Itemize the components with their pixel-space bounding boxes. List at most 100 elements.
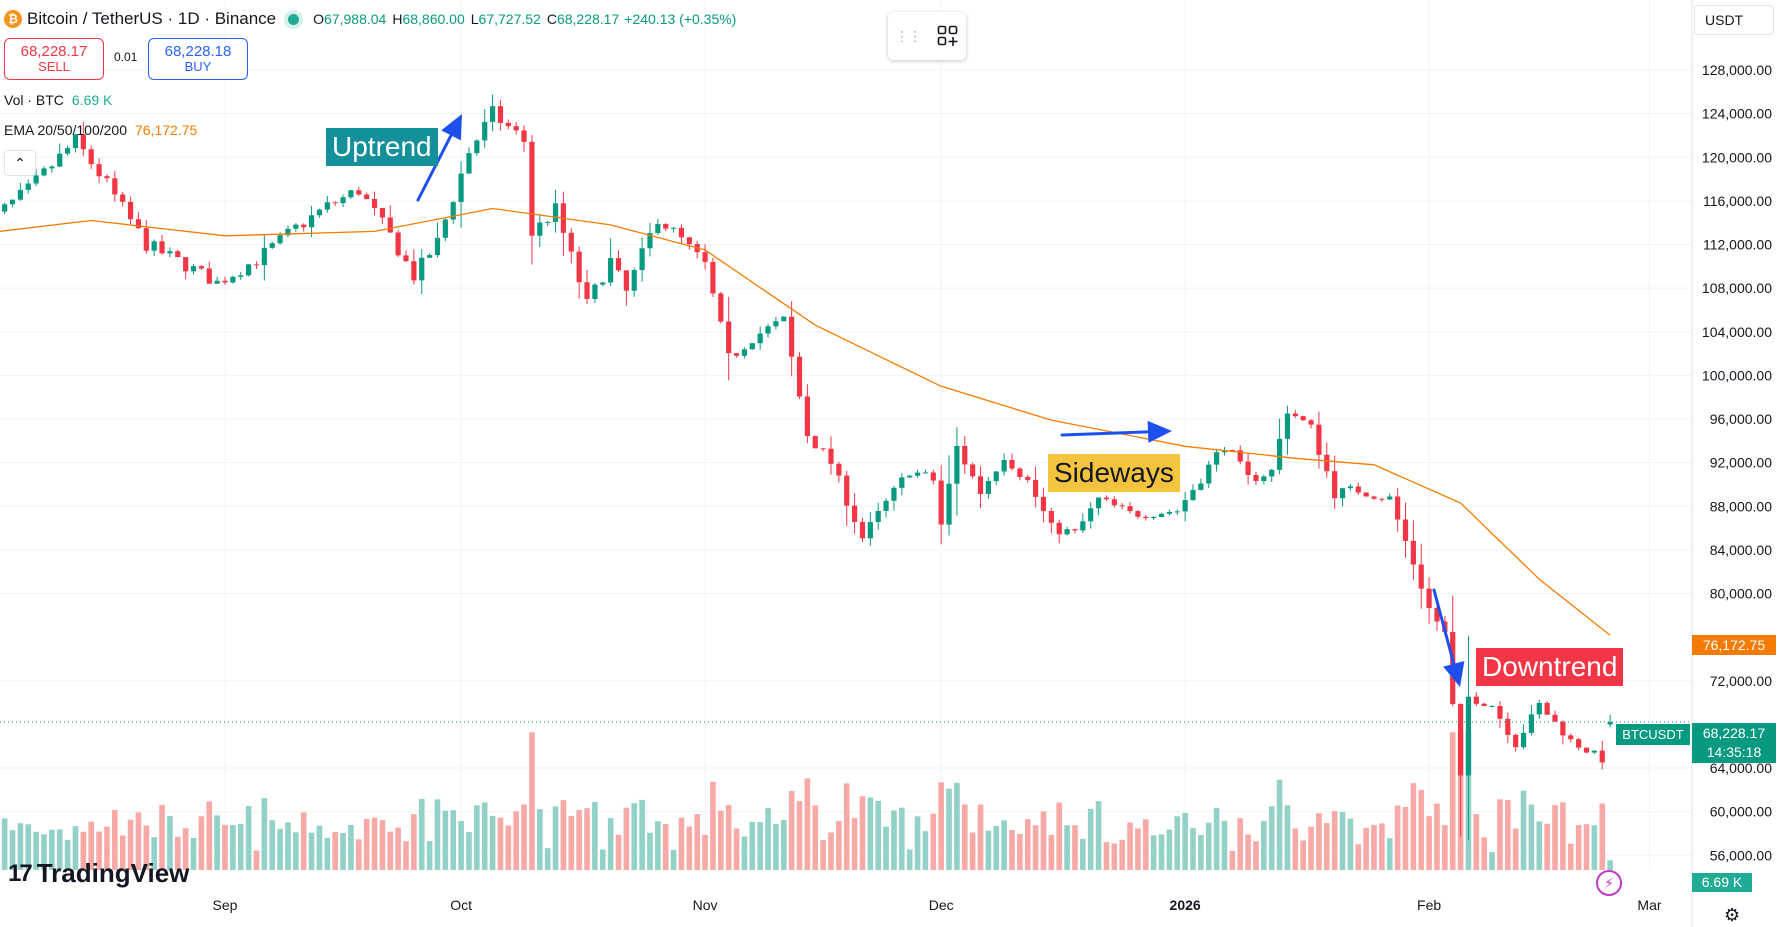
volume-bar	[1583, 824, 1590, 870]
volume-bar	[1135, 828, 1141, 870]
volume-bar	[1268, 806, 1275, 870]
candle-body	[1253, 475, 1259, 482]
volume-bar	[529, 732, 535, 870]
candle-body	[552, 203, 559, 222]
volume-bar	[938, 782, 944, 870]
candle-body	[1497, 705, 1503, 719]
symbol-title[interactable]: Bitcoin / TetherUS · 1D · Binance	[27, 9, 277, 28]
settings-gear-icon[interactable]: ⚙	[1724, 905, 1741, 925]
volume-bar	[151, 837, 157, 870]
candle-body	[600, 282, 606, 285]
candle-body	[1583, 747, 1590, 753]
price-tick-label: 120,000.00	[1702, 149, 1772, 165]
ohlc-close: C 68,228.17 +240.13 (+0.35%)	[546, 11, 737, 27]
ohlc-close-value: 68,228.17	[556, 11, 620, 27]
volume-bar	[1237, 818, 1244, 870]
volume-legend[interactable]: Vol · BTC 6.69 K	[4, 92, 112, 108]
candle-body	[726, 321, 732, 354]
currency-select[interactable]: USDT	[1694, 5, 1774, 35]
volume-bar	[1198, 835, 1204, 870]
candle-body	[1190, 489, 1196, 501]
volume-bar	[174, 836, 181, 870]
candle-body	[482, 121, 488, 141]
candlesticks	[2, 94, 1613, 841]
volume-bar	[127, 819, 134, 870]
floating-toolbar[interactable]: ⋮⋮	[888, 12, 966, 60]
volume-bar	[1009, 829, 1015, 870]
ema-legend[interactable]: EMA 20/50/100/200 76,172.75	[4, 122, 197, 138]
ohlc-open-value: 67,988.04	[324, 11, 387, 27]
volume-bar	[324, 837, 331, 870]
volume-bar	[403, 841, 409, 870]
candle-body	[670, 227, 677, 229]
candle-body	[395, 232, 401, 256]
price-tick-label: 100,000.00	[1702, 367, 1772, 383]
candle-body	[1245, 461, 1251, 476]
candle-body	[497, 106, 504, 123]
candle-body	[1292, 413, 1298, 417]
price-tick-label: 112,000.00	[1703, 237, 1772, 253]
volume-bar	[985, 830, 992, 870]
candle-body	[639, 248, 645, 271]
volume-bar	[261, 798, 268, 870]
grip-icon[interactable]: ⋮⋮	[895, 27, 922, 44]
uptrend-label[interactable]: Uptrend	[326, 128, 438, 166]
price-tick-label: 56,000.00	[1710, 847, 1772, 863]
volume-bar	[710, 781, 716, 870]
lightning-icon[interactable]: ⚡	[1596, 870, 1622, 896]
volume-bar	[379, 820, 386, 870]
volume-bar	[411, 814, 417, 870]
grid-plus-icon[interactable]	[937, 25, 959, 47]
volume-bar	[1182, 812, 1188, 870]
tradingview-logo[interactable]: 17 TradingView	[8, 858, 189, 889]
volume-bar	[662, 824, 669, 870]
candle-body	[80, 134, 86, 150]
candle-body	[836, 463, 842, 476]
volume-bar	[1560, 802, 1566, 870]
volume-bar	[253, 850, 260, 870]
volume-bar	[1442, 825, 1448, 870]
candle-body	[1316, 424, 1322, 455]
volume-bar	[96, 831, 102, 870]
downtrend-label[interactable]: Downtrend	[1476, 648, 1624, 686]
volume-bar	[1402, 807, 1409, 870]
candle-body	[812, 436, 818, 449]
candle-body	[1395, 496, 1401, 520]
arrow-shaft	[1060, 430, 1150, 437]
sell-label: SELL	[38, 59, 70, 75]
arrow-shaft	[416, 133, 453, 202]
volume-bar	[584, 808, 590, 870]
candle-body	[1064, 529, 1070, 535]
volume-bar	[623, 807, 630, 870]
price-tick-label: 92,000.00	[1710, 455, 1772, 471]
last-price-tag: 68,228.17 14:35:18	[1692, 723, 1776, 763]
candle-body	[1111, 499, 1117, 506]
candle-body	[1080, 521, 1086, 531]
candle-body	[230, 276, 236, 283]
candle-body	[65, 148, 71, 154]
volume-bar	[1308, 826, 1314, 870]
volume-bar	[190, 837, 197, 870]
candle-body	[1402, 519, 1409, 541]
candle-body	[17, 189, 23, 200]
candle-body	[718, 293, 724, 322]
volume-bar	[167, 816, 173, 870]
candle-body	[324, 202, 330, 210]
volume-bar	[552, 806, 559, 870]
price-tick-label: 116,000.00	[1703, 193, 1772, 209]
candle-body	[1552, 714, 1558, 722]
candle-body	[977, 476, 984, 495]
volume-bar	[49, 829, 55, 870]
candle-body	[962, 445, 968, 465]
volume-bar	[788, 790, 795, 870]
candle-body	[238, 275, 244, 277]
volume-bar	[1505, 799, 1511, 870]
sell-button[interactable]: 68,228.17 SELL	[4, 38, 104, 80]
sideways-label[interactable]: Sideways	[1048, 454, 1180, 492]
candle-body	[379, 208, 385, 218]
collapse-legend-button[interactable]: ⌃	[4, 150, 36, 176]
volume-bar	[474, 805, 480, 870]
volume-bar	[33, 831, 39, 870]
buy-button[interactable]: 68,228.18 BUY	[148, 38, 248, 80]
